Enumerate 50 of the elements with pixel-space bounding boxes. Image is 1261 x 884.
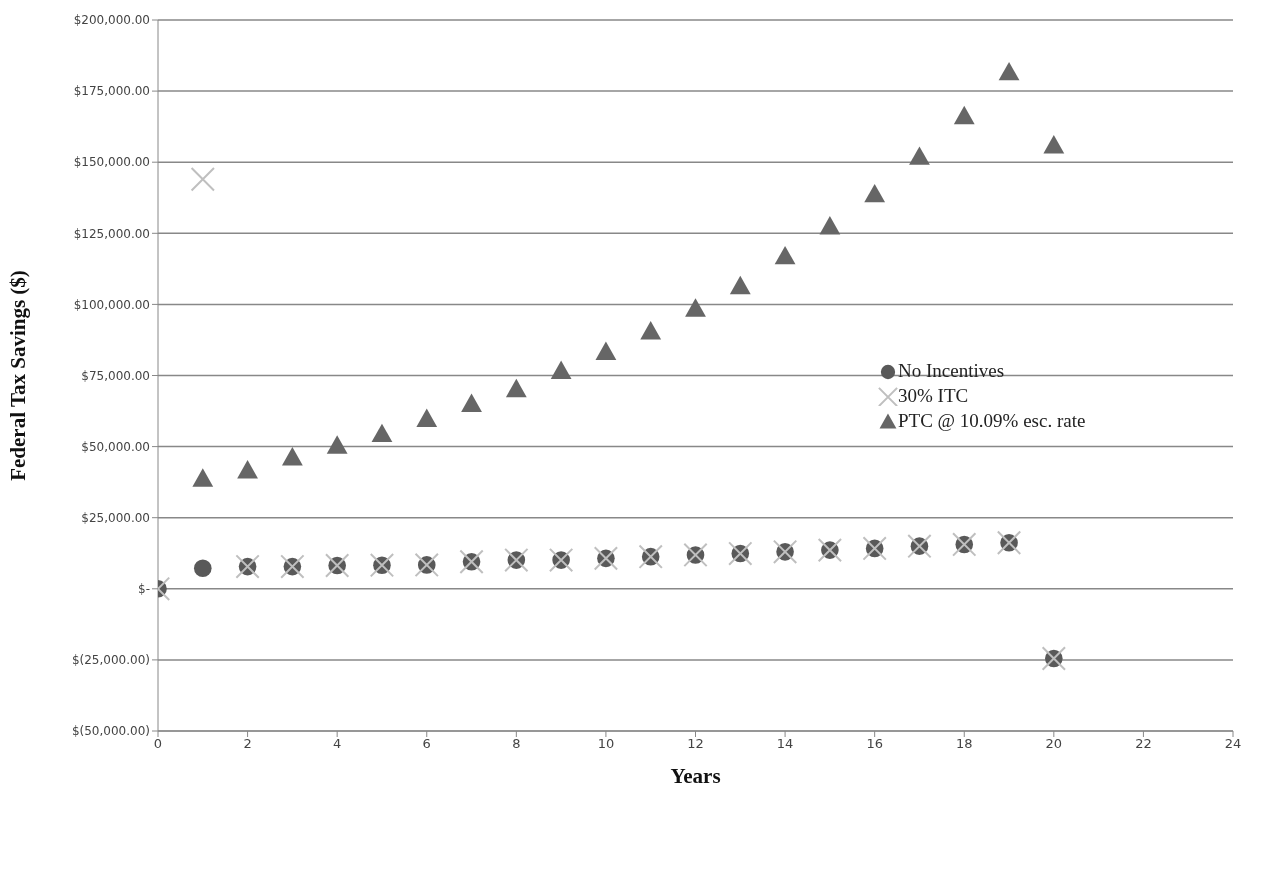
legend-label: PTC @ 10.09% esc. rate [898,409,1086,432]
point [237,460,258,479]
point [1043,135,1065,154]
x-tick-label: 4 [333,736,342,752]
point [371,423,393,443]
point [461,393,482,412]
y-tick-label: $150,000.00 [73,155,150,170]
x-axis-title: Years [670,764,721,788]
point [416,408,438,428]
x-tick-label: 24 [1224,736,1242,752]
point [595,341,617,360]
y-tick-label: $- [138,582,150,597]
x-tick-label: 0 [153,736,163,752]
y-tick-label: $125,000.00 [73,226,150,241]
point [729,275,751,295]
point [640,321,662,340]
y-tick-label: $50,000.00 [81,439,150,454]
y-tick-label: $100,000.00 [73,297,150,312]
x-tick-label: 20 [1045,736,1063,752]
y-tick-label: $(50,000.00) [71,724,150,739]
point [774,245,796,265]
x-tick-label: 2 [243,736,252,752]
legend-label: No Incentives [898,359,1005,382]
x-tick-label: 12 [687,736,704,752]
x-tick-label: 18 [955,736,973,752]
y-tick-label: $175,000.00 [73,84,150,99]
point [864,183,886,203]
point [909,146,930,165]
x-tick-label: 14 [776,736,794,752]
point [953,105,975,125]
y-tick-label: $(25,000.00) [71,653,150,668]
x-tick-label: 10 [597,736,615,752]
x-tick-label: 6 [422,736,431,752]
point [819,216,841,235]
point [281,447,303,466]
point [190,167,215,192]
x-tick-label: 8 [512,736,521,752]
point [505,378,527,398]
point [192,468,214,487]
y-tick-label: $25,000.00 [81,510,150,525]
point [998,61,1020,81]
x-tick-label: 16 [866,736,883,752]
y-axis-title: Federal Tax Savings ($) [6,270,31,481]
x-tick-label: 22 [1135,736,1152,752]
y-tick-label: $200,000.00 [73,13,150,28]
point [550,360,572,379]
point [685,298,706,317]
y-tick-label: $75,000.00 [81,368,150,383]
point [326,435,348,454]
legend-label: 30% ITC [898,384,969,407]
